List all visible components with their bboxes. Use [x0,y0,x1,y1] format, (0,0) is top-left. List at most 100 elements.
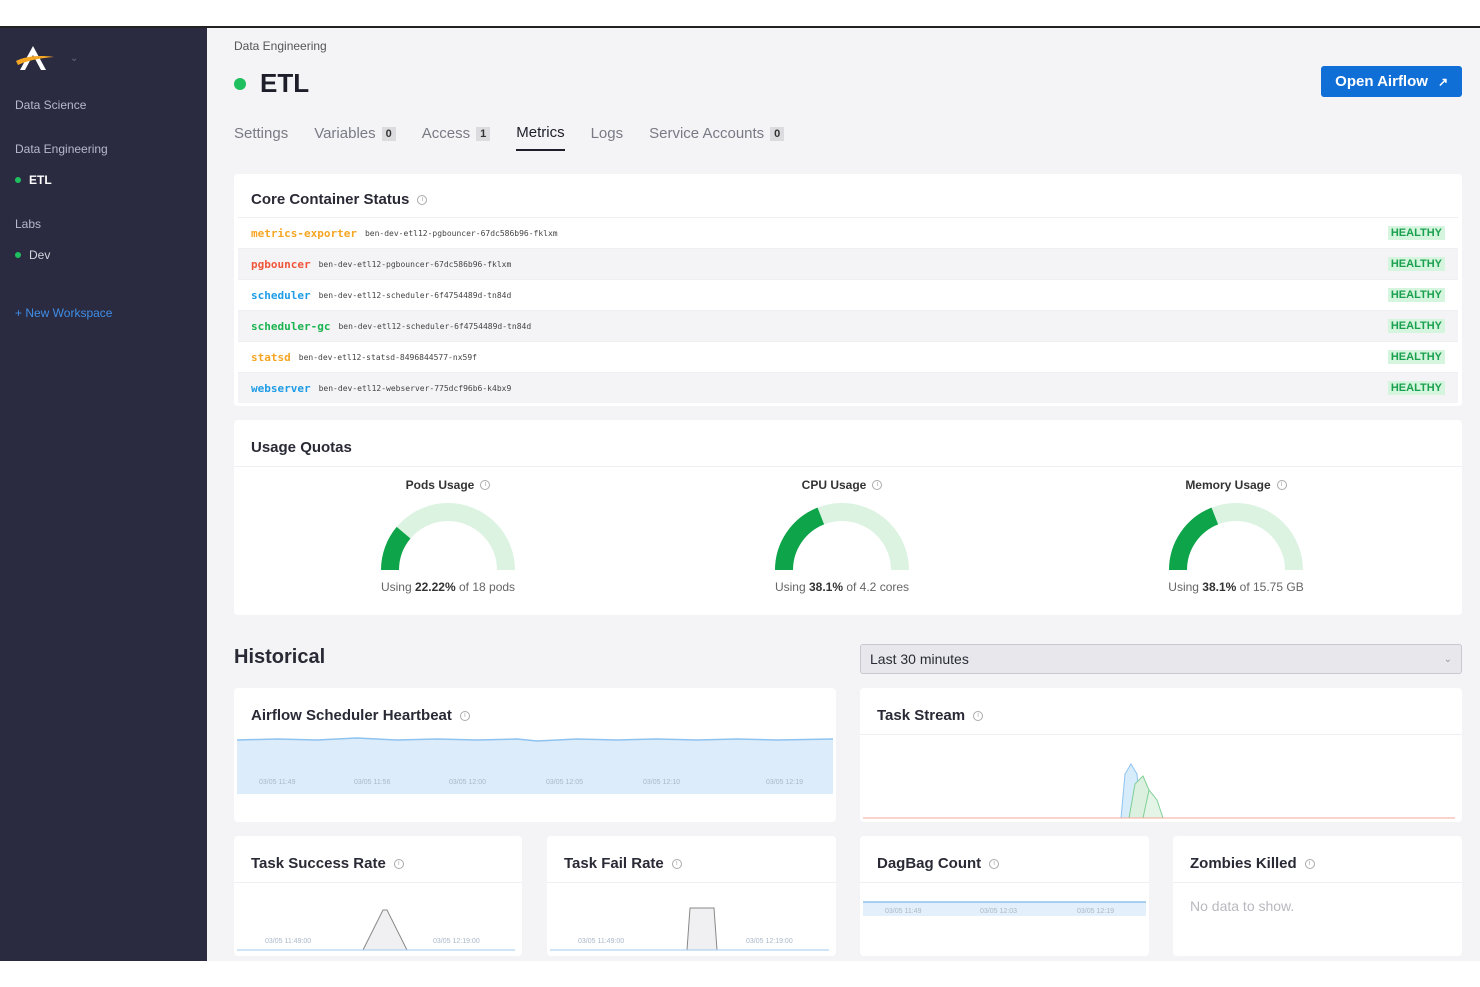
x-tick-label: 03/05 12:19:00 [433,938,480,945]
divider [234,882,522,883]
tab-label: Logs [590,125,624,142]
card-title: Task Stream i [877,707,984,724]
task-stream-chart [863,763,1455,819]
sidebar-item-label: Dev [29,248,51,262]
gauge-caption-post: of 4.2 cores [843,580,910,594]
card-title: Usage Quotas [251,439,352,456]
time-range-value: Last 30 minutes [870,651,969,667]
gauge-caption-pre: Using [774,580,809,594]
pod-name: ben-dev-etl12-webserver-775dcf96b6-k4bx9 [318,383,512,393]
info-icon[interactable]: i [480,480,491,490]
gauge-caption: Using 38.1% of 4.2 cores [712,580,972,594]
gauge-title-text: Pods Usage [405,478,475,492]
gauge-caption: Using 22.22% of 18 pods [318,580,578,594]
gauge-caption-pre: Using [380,580,415,594]
external-link-icon: ↗ [1437,74,1448,89]
gauge-title: Pods Usage i [318,478,578,492]
usage-gauge: CPU Usage i Using 38.1% of 4.2 cores [712,478,972,594]
sidebar-item-dev[interactable]: Dev [15,248,50,262]
gauge-caption: Using 38.1% of 15.75 GB [1106,580,1366,594]
info-icon[interactable]: i [989,858,1000,869]
card-title-text: Zombies Killed [1190,855,1297,872]
status-badge: HEALTHY [1387,257,1445,271]
astronomer-logo[interactable]: ⌄ [14,44,78,72]
tab-access[interactable]: Access 1 [421,124,491,151]
info-icon[interactable]: i [671,858,682,869]
x-tick-label: 03/05 11:49 [885,908,922,915]
status-badge: HEALTHY [1387,226,1445,240]
tab-label: Access [421,125,471,142]
gauge-title-text: CPU Usage [801,478,867,492]
workspace-switcher-chevron-icon[interactable]: ⌄ [70,52,79,64]
gauge-caption-post: of 15.75 GB [1236,580,1304,594]
info-icon[interactable]: i [393,858,404,869]
sidebar-group-data-engineering[interactable]: Data Engineering [15,142,108,156]
card-title: Airflow Scheduler Heartbeat i [251,707,470,724]
dagbag-count-card: DagBag Count i 03/05 11:49 03/05 12:03 0… [860,836,1149,956]
container-name: scheduler [251,288,311,302]
tab-metrics[interactable]: Metrics [516,124,565,151]
x-tick-label: 03/05 11:56 [354,779,391,786]
sidebar-item-etl[interactable]: ETL [15,173,52,187]
container-name: webserver [251,381,311,395]
tab-variables[interactable]: Variables 0 [314,124,396,151]
count-badge: 0 [770,126,785,141]
sidebar-item-label: ETL [29,173,52,187]
tab-bar: Settings Variables 0 Access 1 Metrics Logs… [234,124,785,151]
sidebar-group-labs[interactable]: Labs [15,217,42,231]
sidebar: ⌄ Data Science Data Engineering ETL Labs… [0,28,207,961]
container-row: metrics-exporter ben-dev-etl12-pgbouncer-… [238,217,1458,248]
tab-label: Service Accounts [649,125,765,142]
scheduler-heartbeat-card: Airflow Scheduler Heartbeat i 03/05 11:4… [234,688,836,822]
container-row: scheduler-gc ben-dev-etl12-scheduler-6f47… [238,310,1458,341]
empty-state-text: No data to show. [1190,898,1295,914]
count-badge: 0 [381,126,396,141]
core-container-status-card: Core Container Status i metrics-exporter… [234,174,1462,406]
gauge-title-text: Memory Usage [1185,478,1271,492]
zombies-killed-card: Zombies Killed i No data to show. [1173,836,1462,956]
gauge-value: 38.1% [1202,580,1237,594]
container-row: scheduler ben-dev-etl12-scheduler-6f47544… [238,279,1458,310]
gauge-chart [1169,503,1303,571]
sidebar-group-data-science[interactable]: Data Science [15,98,87,112]
status-badge: HEALTHY [1387,288,1445,302]
open-airflow-button[interactable]: Open Airflow ↗ [1321,66,1462,97]
card-title-text: Task Fail Rate [564,855,664,872]
status-dot-icon [15,252,21,258]
breadcrumb[interactable]: Data Engineering [234,39,327,53]
container-name: metrics-exporter [251,226,357,240]
info-icon[interactable]: i [417,194,428,205]
status-badge: HEALTHY [1387,381,1445,395]
new-workspace-link[interactable]: + New Workspace [15,306,113,320]
tab-settings[interactable]: Settings [234,124,288,151]
tab-service-accounts[interactable]: Service Accounts 0 [649,124,785,151]
card-title-text: Core Container Status [251,191,410,208]
astronomer-logo-icon [16,46,54,70]
status-badge: HEALTHY [1387,319,1445,333]
time-range-select[interactable]: Last 30 minutes ⌄ [860,644,1462,674]
info-icon[interactable]: i [973,710,984,721]
task-fail-rate-card: Task Fail Rate i 03/05 11:49:00 03/05 12… [547,836,836,956]
divider [547,882,836,883]
info-icon[interactable]: i [459,710,470,721]
deployment-status-dot-icon [234,77,246,90]
count-badge: 1 [476,126,491,141]
x-tick-label: 03/05 12:05 [546,779,583,786]
gauge-value: 22.22% [414,580,456,594]
info-icon[interactable]: i [1276,480,1287,490]
x-tick-label: 03/05 12:19 [1077,908,1114,915]
card-title-text: Task Success Rate [251,855,386,872]
usage-gauge: Memory Usage i Using 38.1% of 15.75 GB [1106,478,1366,594]
deployment-name: ETL [260,68,310,98]
tab-logs[interactable]: Logs [591,124,624,151]
status-badge: HEALTHY [1387,350,1445,364]
card-title: Task Success Rate i [251,855,404,872]
info-icon[interactable]: i [1304,858,1315,869]
info-icon[interactable]: i [872,480,883,490]
container-list: metrics-exporter ben-dev-etl12-pgbouncer-… [238,217,1458,403]
pod-name: ben-dev-etl12-statsd-8496844577-nx59f [298,352,477,362]
gauge-caption-pre: Using [1168,580,1203,594]
container-name: scheduler-gc [251,319,331,333]
gauge-chart [775,503,909,571]
container-row: pgbouncer ben-dev-etl12-pgbouncer-67dc586… [238,248,1458,279]
